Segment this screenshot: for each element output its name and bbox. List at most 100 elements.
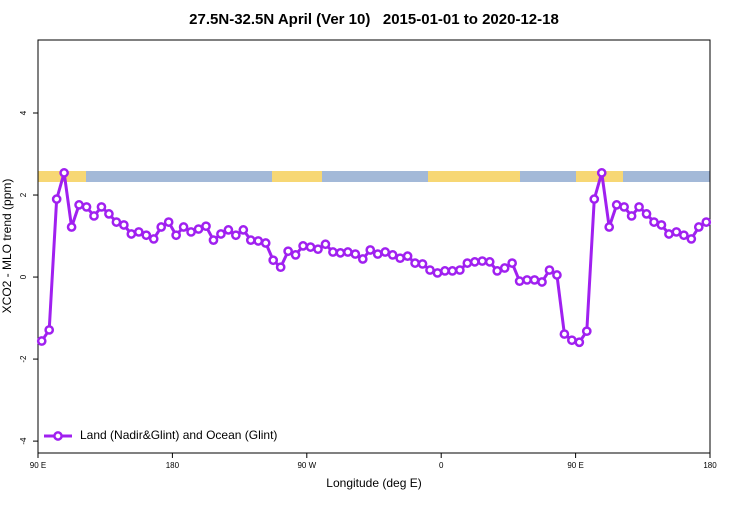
- point: [275, 262, 286, 273]
- point: [484, 257, 495, 267]
- point: [238, 225, 249, 235]
- legend-label: Land (Nadir&Glint) and Ocean (Glint): [80, 428, 277, 442]
- point: [596, 168, 607, 178]
- point: [186, 227, 196, 237]
- point: [313, 244, 323, 255]
- point: [268, 255, 279, 266]
- point: [372, 249, 383, 259]
- x-tick-label: 180: [703, 461, 717, 470]
- point: [589, 194, 600, 204]
- y-axis-label: XCO2 - MLO trend (ppm): [0, 179, 14, 314]
- point: [163, 217, 174, 227]
- point: [611, 200, 622, 210]
- point: [507, 258, 517, 268]
- x-tick-label: 90 E: [567, 461, 583, 470]
- point: [96, 202, 107, 212]
- point: [81, 202, 92, 212]
- point: [693, 222, 704, 232]
- point: [604, 222, 615, 232]
- point: [402, 251, 413, 261]
- point: [178, 222, 189, 232]
- point: [537, 277, 547, 287]
- x-tick-label: 0: [439, 461, 444, 470]
- point: [432, 268, 443, 278]
- point: [260, 238, 271, 248]
- point: [305, 242, 316, 252]
- point: [567, 335, 577, 346]
- point: [320, 239, 331, 250]
- point: [216, 229, 226, 239]
- point: [447, 266, 458, 276]
- land-ocean-strip: [38, 171, 710, 182]
- legend-marker: [53, 431, 63, 441]
- point: [626, 211, 637, 221]
- point: [462, 258, 473, 268]
- point: [574, 337, 585, 348]
- point: [66, 222, 77, 232]
- point: [328, 247, 338, 257]
- point: [417, 259, 428, 269]
- point: [193, 224, 204, 234]
- point: [410, 258, 420, 268]
- y-tick-label: -2: [19, 355, 28, 363]
- point: [343, 247, 353, 257]
- point: [283, 246, 293, 257]
- point: [641, 209, 652, 219]
- point: [290, 250, 301, 260]
- point: [679, 230, 689, 241]
- point: [649, 217, 659, 227]
- point: [634, 202, 644, 212]
- point: [365, 245, 376, 255]
- point: [656, 220, 667, 230]
- x-tick-label: 180: [166, 461, 180, 470]
- point: [104, 209, 114, 219]
- x-tick-label: 90 W: [297, 461, 316, 470]
- x-tick-label: 90 E: [30, 461, 46, 470]
- point: [335, 248, 346, 258]
- point: [440, 266, 450, 276]
- point: [201, 221, 211, 232]
- point: [44, 325, 55, 335]
- point: [111, 217, 122, 227]
- point: [126, 229, 137, 239]
- point: [664, 229, 674, 239]
- point: [298, 241, 308, 251]
- point: [133, 227, 144, 237]
- x-axis-label: Longitude (deg E): [326, 476, 421, 490]
- point: [51, 194, 62, 204]
- point: [469, 257, 480, 267]
- point: [171, 230, 181, 241]
- point: [141, 230, 152, 241]
- chart-title: 27.5N-32.5N April (Ver 10) 2015-01-01 to…: [189, 11, 559, 28]
- point: [119, 220, 129, 230]
- point: [36, 336, 47, 346]
- y-tick-label: -4: [19, 437, 28, 445]
- point: [350, 249, 361, 259]
- point: [208, 235, 219, 245]
- point: [514, 276, 525, 287]
- point: [395, 253, 405, 264]
- point: [477, 256, 488, 266]
- point: [253, 236, 264, 246]
- point: [544, 265, 555, 275]
- point: [74, 200, 84, 210]
- point: [559, 329, 570, 339]
- y-tick-label: 2: [19, 192, 28, 197]
- point: [619, 202, 629, 212]
- point: [357, 254, 368, 264]
- y-tick-label: 0: [19, 274, 28, 279]
- point: [156, 222, 167, 232]
- point: [89, 211, 99, 221]
- series-line: [40, 171, 708, 344]
- point: [671, 227, 682, 237]
- point: [148, 234, 159, 244]
- point: [231, 230, 241, 241]
- point: [581, 326, 592, 337]
- point: [552, 270, 562, 280]
- point: [380, 247, 391, 257]
- point: [455, 265, 465, 275]
- point: [223, 225, 234, 235]
- point: [522, 275, 532, 285]
- point: [387, 250, 398, 260]
